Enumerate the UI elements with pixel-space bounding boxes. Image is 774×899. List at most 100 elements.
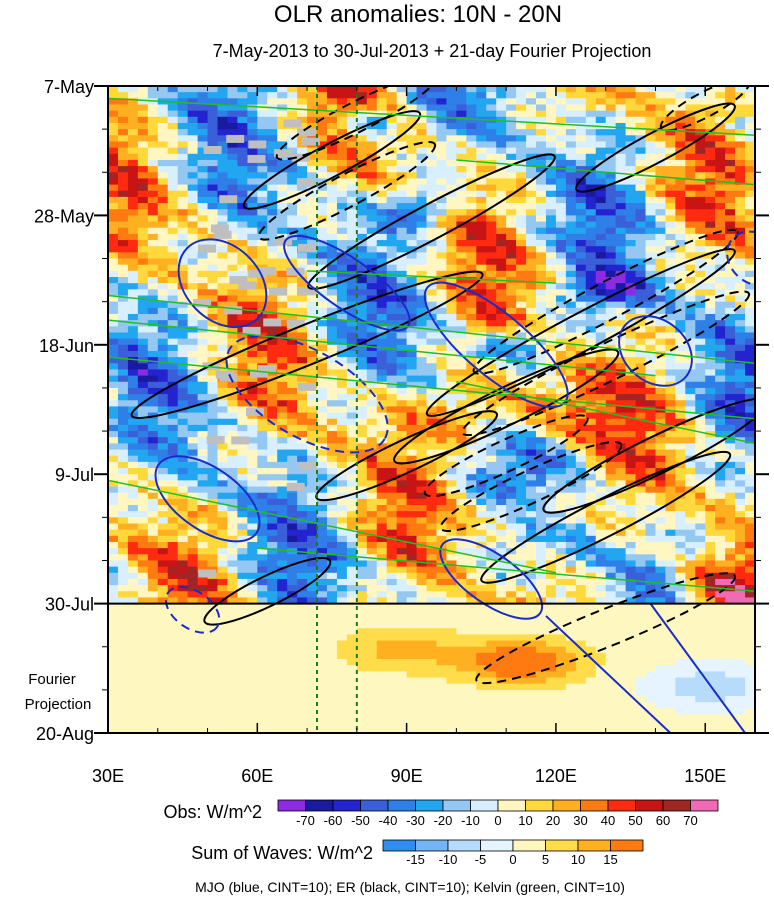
field-cell bbox=[685, 184, 696, 192]
field-cell bbox=[307, 394, 318, 401]
field-cell bbox=[506, 86, 517, 93]
field-cell bbox=[147, 122, 159, 130]
field-cell bbox=[267, 387, 278, 395]
field-cell bbox=[356, 104, 368, 112]
field-cell bbox=[745, 387, 755, 395]
field-cell bbox=[705, 110, 716, 118]
field-cell bbox=[655, 375, 667, 383]
field-cell bbox=[695, 535, 706, 543]
field-cell bbox=[137, 406, 149, 414]
field-cell bbox=[247, 104, 258, 112]
field-cell bbox=[247, 116, 258, 124]
field-cell bbox=[317, 387, 328, 395]
field-cell bbox=[187, 517, 199, 525]
field-cell bbox=[595, 301, 607, 309]
field-cell bbox=[396, 375, 408, 383]
field-cell bbox=[307, 215, 318, 223]
field-cell bbox=[715, 110, 726, 118]
field-cell bbox=[565, 394, 577, 401]
field-cell bbox=[735, 338, 746, 346]
field-cell bbox=[247, 511, 258, 518]
field-cell bbox=[645, 412, 657, 420]
field-cell bbox=[257, 517, 268, 525]
field-cell bbox=[705, 529, 716, 537]
field-cell bbox=[635, 412, 647, 420]
field-cell bbox=[725, 320, 736, 327]
field-cell bbox=[585, 190, 597, 198]
field-cell bbox=[237, 178, 248, 186]
field-cell bbox=[356, 86, 368, 93]
field-cell bbox=[356, 443, 368, 451]
field-cell bbox=[735, 326, 746, 334]
field-cell bbox=[575, 270, 587, 278]
field-cell bbox=[297, 252, 308, 260]
field-cell bbox=[366, 289, 378, 297]
field-cell bbox=[645, 92, 657, 99]
field-cell bbox=[376, 264, 388, 272]
field-cell bbox=[446, 86, 457, 93]
field-cell bbox=[585, 203, 597, 210]
field-cell bbox=[735, 135, 746, 143]
field-cell bbox=[217, 172, 229, 180]
field-cell bbox=[536, 135, 547, 143]
field-cell bbox=[655, 431, 667, 438]
field-cell bbox=[396, 147, 408, 155]
field-cell bbox=[555, 289, 567, 297]
field-cell bbox=[506, 443, 517, 451]
field-cell bbox=[117, 486, 129, 494]
field-cell bbox=[575, 326, 587, 334]
field-cell bbox=[675, 418, 686, 426]
field-cell bbox=[555, 166, 567, 173]
field-cell bbox=[745, 523, 755, 531]
field-cell bbox=[247, 122, 258, 130]
field-cell bbox=[565, 153, 577, 161]
field-cell bbox=[545, 412, 557, 420]
field-cell bbox=[565, 498, 577, 506]
field-cell bbox=[585, 461, 597, 469]
field-cell bbox=[336, 116, 348, 124]
field-cell bbox=[486, 357, 497, 364]
field-cell bbox=[585, 98, 597, 106]
field-cell bbox=[745, 153, 755, 161]
field-cell bbox=[426, 468, 438, 475]
field-cell bbox=[326, 301, 338, 309]
field-cell bbox=[675, 486, 686, 494]
field-cell bbox=[297, 203, 308, 210]
field-cell bbox=[625, 326, 637, 334]
field-cell bbox=[506, 369, 517, 377]
field-cell bbox=[695, 196, 706, 204]
field-cell bbox=[575, 548, 587, 555]
field-cell bbox=[247, 443, 258, 451]
field-cell bbox=[585, 492, 597, 500]
field-cell bbox=[565, 252, 577, 260]
field-cell bbox=[147, 190, 159, 198]
field-cell bbox=[297, 350, 308, 358]
field-cell bbox=[506, 215, 517, 223]
field-cell bbox=[426, 437, 438, 444]
field-cell bbox=[227, 178, 238, 186]
field-cell bbox=[157, 270, 169, 278]
field-cell bbox=[157, 178, 169, 186]
field-cell bbox=[516, 381, 527, 389]
field-cell bbox=[366, 246, 378, 253]
field-cell bbox=[177, 443, 189, 451]
field-cell bbox=[625, 455, 637, 463]
field-cell bbox=[326, 264, 338, 272]
field-cell bbox=[506, 264, 517, 272]
field-cell bbox=[536, 480, 547, 488]
field-cell bbox=[376, 301, 388, 309]
field-cell bbox=[665, 313, 676, 321]
field-cell bbox=[506, 449, 517, 457]
field-cell bbox=[516, 295, 527, 303]
field-cell bbox=[287, 141, 298, 149]
field-cell bbox=[436, 326, 448, 334]
field-cell bbox=[575, 375, 587, 383]
field-cell bbox=[396, 283, 408, 290]
field-cell bbox=[297, 110, 308, 118]
field-cell bbox=[486, 480, 497, 488]
field-cell bbox=[506, 98, 517, 106]
field-cell bbox=[675, 461, 686, 469]
field-cell bbox=[376, 505, 388, 512]
field-cell bbox=[506, 221, 517, 229]
field-cell bbox=[635, 369, 647, 377]
